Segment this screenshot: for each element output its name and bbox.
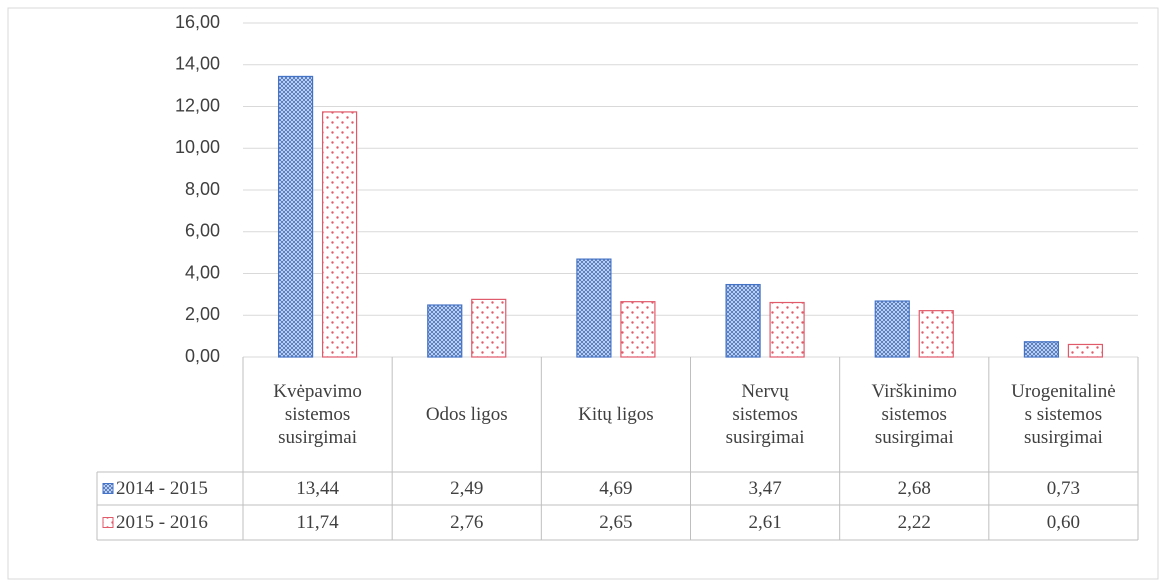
- table-value: 0,60: [1047, 512, 1080, 533]
- y-tick-label: 4,00: [185, 262, 220, 282]
- table-value: 2,61: [748, 512, 781, 533]
- bar: [277, 75, 314, 358]
- bar: [769, 301, 805, 358]
- legend-label: 2014 - 2015: [116, 478, 208, 499]
- table-value: 2,65: [599, 512, 632, 533]
- bar: [1023, 341, 1060, 358]
- y-tick-label: 6,00: [185, 221, 220, 241]
- bar: [874, 300, 910, 358]
- bar: [321, 111, 358, 358]
- bar: [427, 304, 463, 358]
- x-tick-label: Nervų sistemos susirgimai: [725, 381, 805, 448]
- y-tick-label: 10,00: [175, 137, 220, 157]
- y-tick-label: 2,00: [185, 304, 220, 324]
- x-tick-label: Urogenitalinės sistemos susirgimai: [1011, 381, 1116, 448]
- table-value: 2,68: [898, 478, 931, 499]
- y-tick-label: 16,00: [175, 12, 220, 32]
- chart-border: [7, 7, 1159, 580]
- table-value: 2,22: [898, 512, 931, 533]
- y-tick-label: 0,00: [185, 346, 220, 366]
- table-value: 11,74: [297, 512, 340, 533]
- x-tick-label: Odos ligos: [425, 404, 508, 425]
- x-tick-label: Virškinimo sistemos susirgimai: [871, 381, 957, 448]
- bar: [1067, 343, 1104, 358]
- y-tick-label: 14,00: [175, 54, 220, 74]
- table-value: 0,73: [1047, 478, 1080, 499]
- table-value: 4,69: [599, 478, 632, 499]
- table-value: 13,44: [296, 478, 339, 499]
- x-tick-label: Kitų ligos: [578, 404, 654, 425]
- x-tick-label: Kvėpavimo sistemos susirgimai: [273, 381, 362, 448]
- bar: [620, 301, 656, 358]
- y-tick-label: 12,00: [175, 95, 220, 115]
- table-value: 3,47: [748, 478, 781, 499]
- bar: [471, 298, 507, 358]
- y-tick-label: 8,00: [185, 179, 220, 199]
- legend-key: [102, 517, 114, 528]
- bar: [918, 310, 954, 358]
- table-value: 2,49: [450, 478, 483, 499]
- legend-label: 2015 - 2016: [116, 512, 208, 533]
- bar: [576, 258, 612, 358]
- legend-key: [102, 483, 114, 494]
- bar: [725, 283, 761, 358]
- table-value: 2,76: [450, 512, 483, 533]
